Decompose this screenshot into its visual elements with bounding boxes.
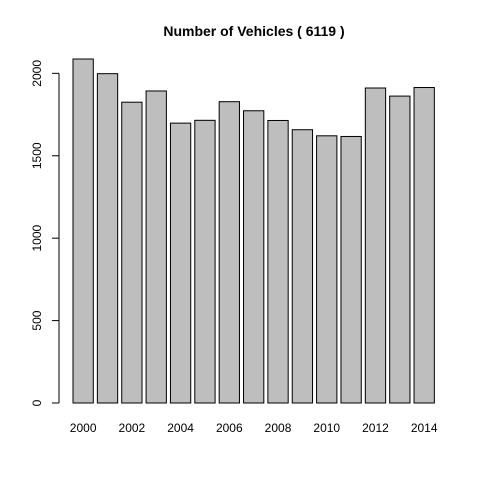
x-tick-label-2002: 2002 [119,421,146,435]
bar-2011 [340,135,362,404]
x-tick-label-2004: 2004 [167,421,194,435]
bar-2004 [169,122,192,404]
bar-2002 [121,101,143,404]
bar-2005 [194,119,216,404]
bar-2013 [389,95,411,404]
x-tick-label-2006: 2006 [216,421,243,435]
y-tick-label-2000: 2000 [30,60,44,87]
bar-2012 [364,87,387,404]
bar-2008 [267,119,289,404]
y-tick-label-500: 500 [30,310,44,330]
x-axis-labels: 2000 2002 2004 2006 2008 2010 2012 2014 [70,421,438,435]
y-axis: 0 500 1000 1500 2000 [30,60,60,406]
bar-2000 [72,58,94,404]
bar-2009 [291,129,314,404]
bar-2007 [243,110,265,404]
y-tick-label-0: 0 [30,399,44,406]
x-tick-label-2000: 2000 [70,421,97,435]
y-tick-label-1000: 1000 [30,225,44,252]
bar-2003 [145,90,167,404]
bar-2001 [96,73,119,404]
y-tick-label-1500: 1500 [30,142,44,169]
x-tick-label-2010: 2010 [313,421,340,435]
bar-2006 [218,101,240,404]
bars-group [72,58,435,404]
x-tick-label-2012: 2012 [362,421,389,435]
x-tick-label-2014: 2014 [411,421,438,435]
chart-title: Number of Vehicles ( 6119 ) [163,23,344,39]
bar-2010 [316,135,338,404]
bar-2014 [413,87,435,404]
x-tick-label-2008: 2008 [265,421,292,435]
